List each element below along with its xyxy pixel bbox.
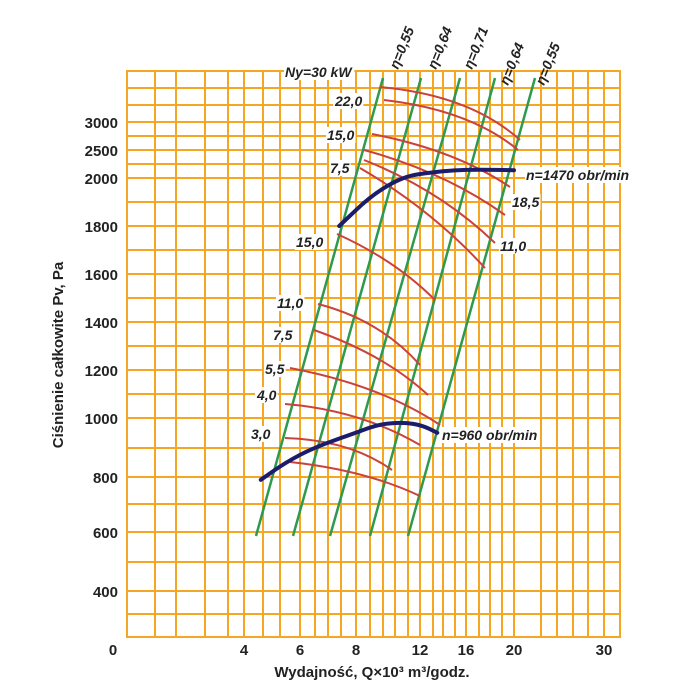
label-background xyxy=(264,361,286,377)
grid xyxy=(127,71,620,637)
speed-curve xyxy=(258,420,440,482)
x-tick-label: 12 xyxy=(412,642,429,659)
y-tick-label: 2500 xyxy=(85,143,118,160)
efficiency-line xyxy=(406,77,537,537)
x-tick-label: 6 xyxy=(296,642,304,659)
y-tick-label: 1400 xyxy=(85,315,118,332)
y-tick-label: 800 xyxy=(93,470,118,487)
y-tick-label: 3000 xyxy=(85,115,118,132)
power-label: Ny=30 kW xyxy=(285,64,353,80)
efficiency-line xyxy=(328,77,462,537)
power-label: 7,5 xyxy=(273,327,293,343)
power-label: 11,0 xyxy=(277,295,303,311)
power-curves xyxy=(284,86,521,497)
efficiency-label: η=0,55 xyxy=(386,24,417,71)
label-background xyxy=(295,234,325,250)
label-background xyxy=(255,387,278,403)
y-tick-label: 2000 xyxy=(85,171,118,188)
label-background xyxy=(276,295,305,311)
label-background xyxy=(333,93,364,109)
power-curve xyxy=(289,367,441,426)
speed-label: n=960 obr/min xyxy=(442,427,537,443)
x-tick-label: 4 xyxy=(240,642,249,659)
x-tick-label: 8 xyxy=(352,642,360,659)
efficiency-line xyxy=(291,77,423,537)
power-curve xyxy=(383,99,519,151)
curve-labels: Ny=30 kW 22,0 15,0 7,5 18,5 11,0 15,0 11,0 7,5 5,… xyxy=(250,64,631,443)
y-tick-label: 1000 xyxy=(85,411,118,428)
power-label: 3,0 xyxy=(251,426,271,442)
y-tick-label: 400 xyxy=(93,584,118,601)
label-background xyxy=(272,327,294,343)
efficiency-label: η=0,71 xyxy=(460,24,491,71)
power-curve xyxy=(313,329,429,396)
label-background xyxy=(525,167,631,183)
power-curve xyxy=(363,159,496,244)
power-label: 4,0 xyxy=(256,387,277,403)
efficiency-label: η=0,55 xyxy=(532,40,563,87)
power-curve xyxy=(284,437,393,471)
power-label: 18,5 xyxy=(512,194,539,210)
power-curve xyxy=(363,149,506,216)
x-tick-label: 20 xyxy=(506,642,523,659)
speed-label: n=1470 obr/min xyxy=(526,167,629,183)
y-tick-label: 600 xyxy=(93,525,118,542)
power-curve xyxy=(336,233,436,301)
y-axis-title: Ciśnienie całkowite Pv, Pa xyxy=(50,261,67,448)
power-label: 22,0 xyxy=(334,93,362,109)
power-label: 15,0 xyxy=(327,127,354,143)
label-background xyxy=(250,426,272,442)
efficiency-line xyxy=(368,77,497,537)
efficiency-label: η=0,64 xyxy=(496,40,527,87)
x-axis-title: Wydajność, Q×10³ m³/godz. xyxy=(274,664,469,681)
power-label: 15,0 xyxy=(296,234,323,250)
efficiency-label: η=0,64 xyxy=(424,24,455,71)
label-background xyxy=(441,427,539,443)
label-background xyxy=(326,127,356,143)
y-axis-ticks: 400 600 800 1000 1200 1400 1600 1800 2000 2500 300… xyxy=(85,115,118,601)
x-tick-label: 16 xyxy=(458,642,475,659)
label-background xyxy=(329,160,351,176)
power-curve xyxy=(289,461,421,497)
efficiency-lines: η=0,55 η=0,64 η=0,71 η=0,64 η=0,55 xyxy=(254,24,563,537)
power-label: 7,5 xyxy=(330,160,350,176)
power-curve xyxy=(317,303,421,366)
efficiency-line xyxy=(254,77,385,537)
power-curve xyxy=(284,403,421,446)
y-tick-label: 1600 xyxy=(85,267,118,284)
x-tick-label: 30 xyxy=(596,642,613,659)
label-background xyxy=(499,238,528,254)
power-label: 5,5 xyxy=(265,361,285,377)
power-curve xyxy=(379,86,521,141)
power-curve xyxy=(359,167,486,269)
label-background xyxy=(511,194,541,210)
power-curve xyxy=(371,133,511,188)
x-tick-label: 0 xyxy=(109,642,117,659)
power-label: 11,0 xyxy=(500,238,526,254)
plot-area xyxy=(126,70,621,638)
y-tick-label: 1800 xyxy=(85,219,118,236)
y-tick-label: 1200 xyxy=(85,363,118,380)
label-background xyxy=(284,64,355,80)
speed-curve xyxy=(337,167,516,228)
x-axis-ticks: 0 4 6 8 12 16 20 30 xyxy=(109,642,613,659)
speed-curves xyxy=(258,167,516,482)
